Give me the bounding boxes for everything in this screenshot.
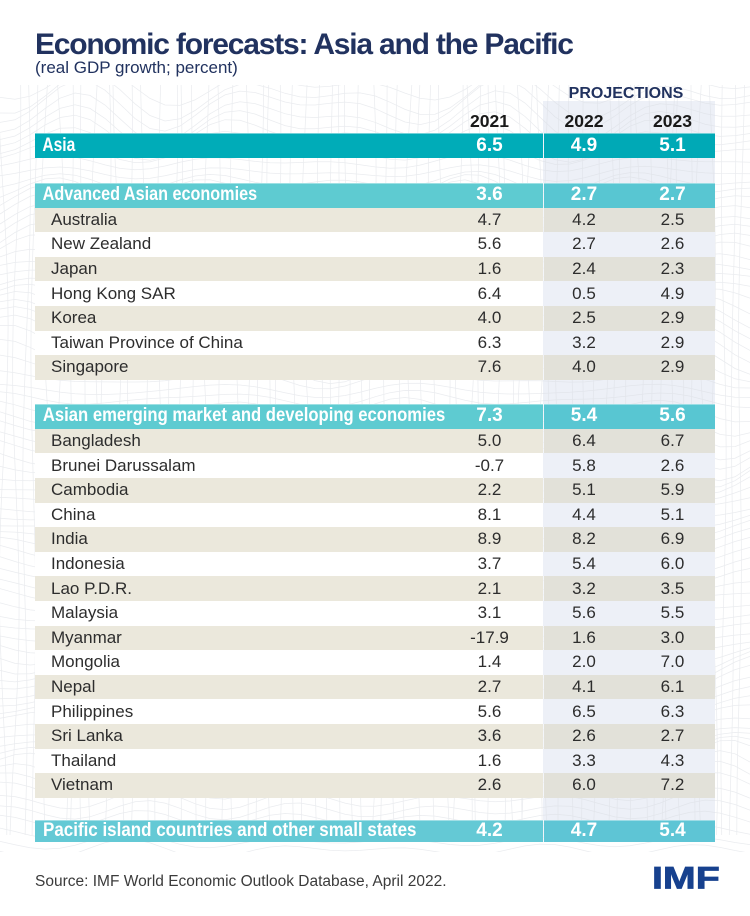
svg-text:IMF: IMF [652,860,720,892]
